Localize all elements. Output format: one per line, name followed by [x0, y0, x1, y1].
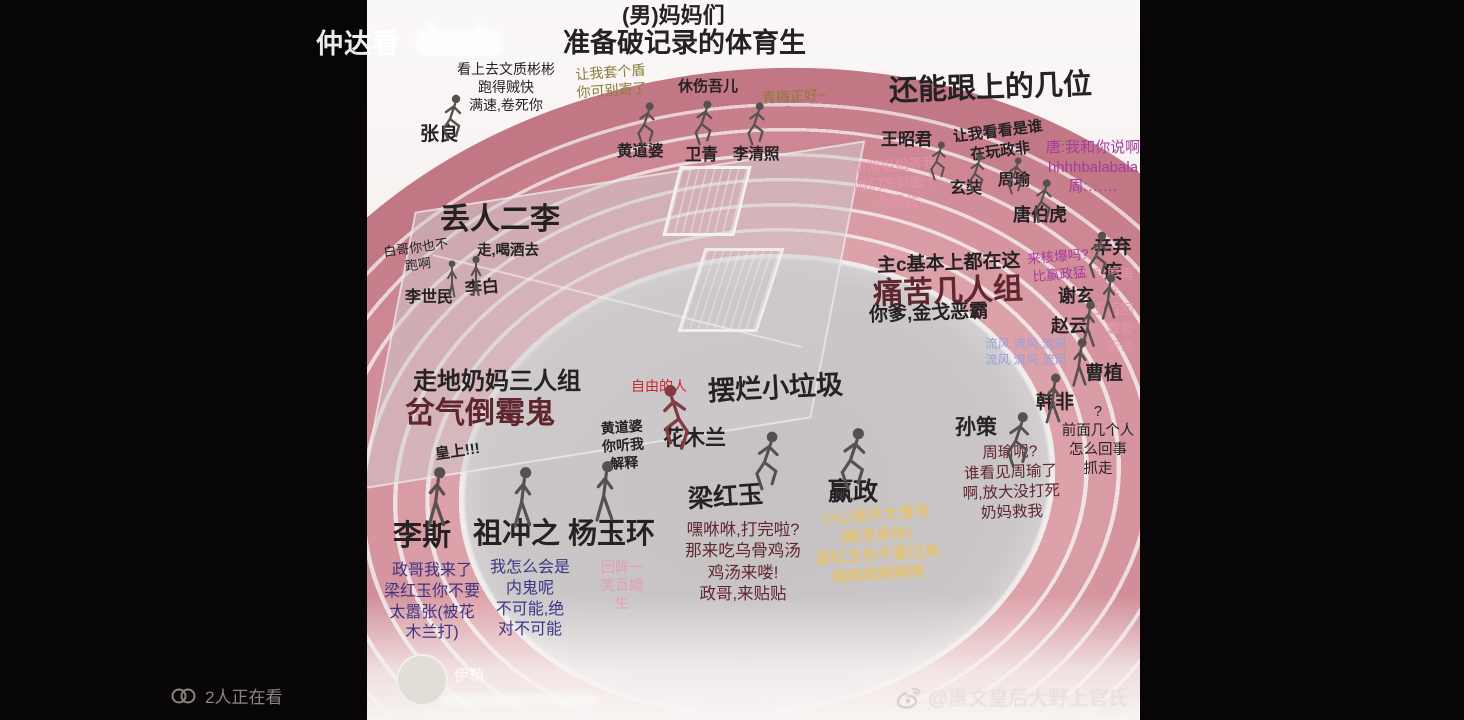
note-zhangliang: 看上去文质彬彬 跑得贼快 满速,卷死你 [457, 61, 555, 114]
figure-sunce-runner [1000, 402, 1036, 478]
viewers-icon [171, 688, 196, 703]
note-weiqing: 休伤吾儿 [678, 78, 739, 95]
group-title-chasers: 还能跟上的几位 [888, 68, 1093, 108]
runner-label-lishimin: 李世民 [405, 289, 454, 306]
note-qingmei: 青梅正好~ [761, 86, 827, 106]
video-frame: (男)妈妈们 准备破记录的体育生 还能跟上的几位 看上去文质彬彬 跑得贼快 满速… [367, 0, 1140, 720]
note-liufeng: 流风 流风 流风 流风 流风 流风 [985, 337, 1067, 368]
figure-libai-standing [463, 240, 489, 312]
runner-label-weiqing: 卫青 [685, 146, 718, 164]
runner-label-wangzhaojun: 王昭君 [881, 130, 932, 149]
group-title-two-li: 丢人二李 [440, 203, 560, 236]
group-title-bailan: 摆烂小垃圾 [707, 369, 844, 407]
figure-tangbohu-runner [1029, 176, 1057, 226]
note-jinge: 你爹,金戈恶霸 [868, 300, 989, 327]
note-nuke: 来核爆吗? 比赢政猛 [1026, 246, 1090, 284]
figure-zhouyu-runner [1003, 156, 1027, 196]
note-clear-field: 小心我开大清场 (触发承佑) 梁红玉你不要过来 啊啊啊啊啊啊 [815, 503, 941, 588]
runner-label-xiexuan: 谢玄 [1058, 286, 1094, 306]
credit-text: @惠文皇后大野上官氏 [928, 688, 1129, 710]
figure-lianghongyu-runner [748, 422, 786, 500]
bottom-fade [367, 595, 1140, 720]
viewers-count-label: 2人正在看 [205, 688, 283, 707]
figure-huamulan-runner [655, 375, 697, 460]
figure-weiqing-runner [689, 98, 718, 148]
runner-label-huangdaopo: 黄道婆 [617, 143, 664, 160]
runner-label-yingzheng: 赢政 [828, 478, 879, 506]
runner-label-hanfei: 韩非 [1036, 392, 1075, 413]
figure-zuchongzhi-walker [503, 448, 543, 548]
runner-label-zhaoyun: 赵云 [1051, 316, 1087, 336]
runner-label-zhouyu: 周瑜 [998, 172, 1031, 189]
note-front-people: ? 前面几个人 怎么回事 抓走 [1061, 404, 1135, 477]
page-title-line1: (男)妈妈们 [622, 3, 725, 28]
runner-label-huamulan: 花木兰 [663, 427, 726, 450]
runner-label-xuanzang: 玄奘 [950, 180, 983, 197]
walker-label-yangyuhuan: 杨玉环 [568, 518, 656, 550]
letterbox-right [1140, 0, 1464, 720]
note-neigui: 我怎么会是 内鬼呢 不可能,绝 对不可能 [489, 559, 570, 639]
note-tang-zhou: 唐:我和你说啊 hhhhbalabala 周:…… [1045, 139, 1140, 195]
note-zhengge: 政哥我来了 梁红玉你不要 太嚣张(被花 木兰打) [383, 562, 480, 642]
note-tianming: 想要 天命 [1107, 321, 1134, 354]
figure-liqingzhao-runner [742, 100, 770, 148]
uploader-name: 伊鞘 [454, 667, 485, 684]
figure-lisi-walker [417, 448, 457, 548]
group-title-nanny: 走地奶妈三人组 [413, 368, 581, 395]
figure-lishimin-standing [440, 248, 464, 310]
figure-xuanzang-runner [964, 152, 989, 194]
bilibili-logo [412, 19, 508, 62]
letterbox-left [0, 0, 367, 720]
note-huimou: 回眸一 笑百媚 生 [601, 559, 643, 612]
walker-label-lisi: 李斯 [393, 520, 452, 552]
credit-watermark: @惠文皇后大野上官氏 [896, 682, 1128, 711]
weibo-icon [897, 687, 921, 708]
viewers-badge: 2人正在看 [170, 683, 282, 708]
figure-huangdaopo-runner [632, 100, 660, 148]
runner-label-caozhi: 曹植 [1085, 363, 1124, 384]
figure-yangyuhuan-walker [585, 442, 625, 542]
note-chicken-soup: 嘿咻咻,打完啦? 那来吃乌骨鸡汤 鸡汤来喽! 政哥,来贴贴 [685, 521, 801, 604]
runner-label-tangbohu: 唐伯虎 [1013, 205, 1067, 225]
blurred-caption [440, 694, 600, 707]
runner-label-liqingzhao: 李清照 [733, 146, 780, 163]
figure-hanfei-runner [1037, 366, 1070, 432]
note-shield: 让我套个盾 你可别寄了 [574, 61, 648, 101]
uploader-avatar [396, 654, 448, 706]
figure-wangzhaojun-runner [925, 140, 951, 182]
figure-zhangliang-runner [437, 92, 467, 144]
figure-yingzheng-runner [833, 418, 873, 500]
user-watermark: 仲达看 [316, 29, 400, 59]
group-title-chaqi: 岔气倒霉鬼 [405, 397, 555, 430]
page-title-line2: 准备破记录的体育生 [563, 28, 806, 58]
note-drink: 走,喝酒去 [477, 243, 540, 259]
runner-label-sunce: 孙策 [955, 416, 997, 439]
